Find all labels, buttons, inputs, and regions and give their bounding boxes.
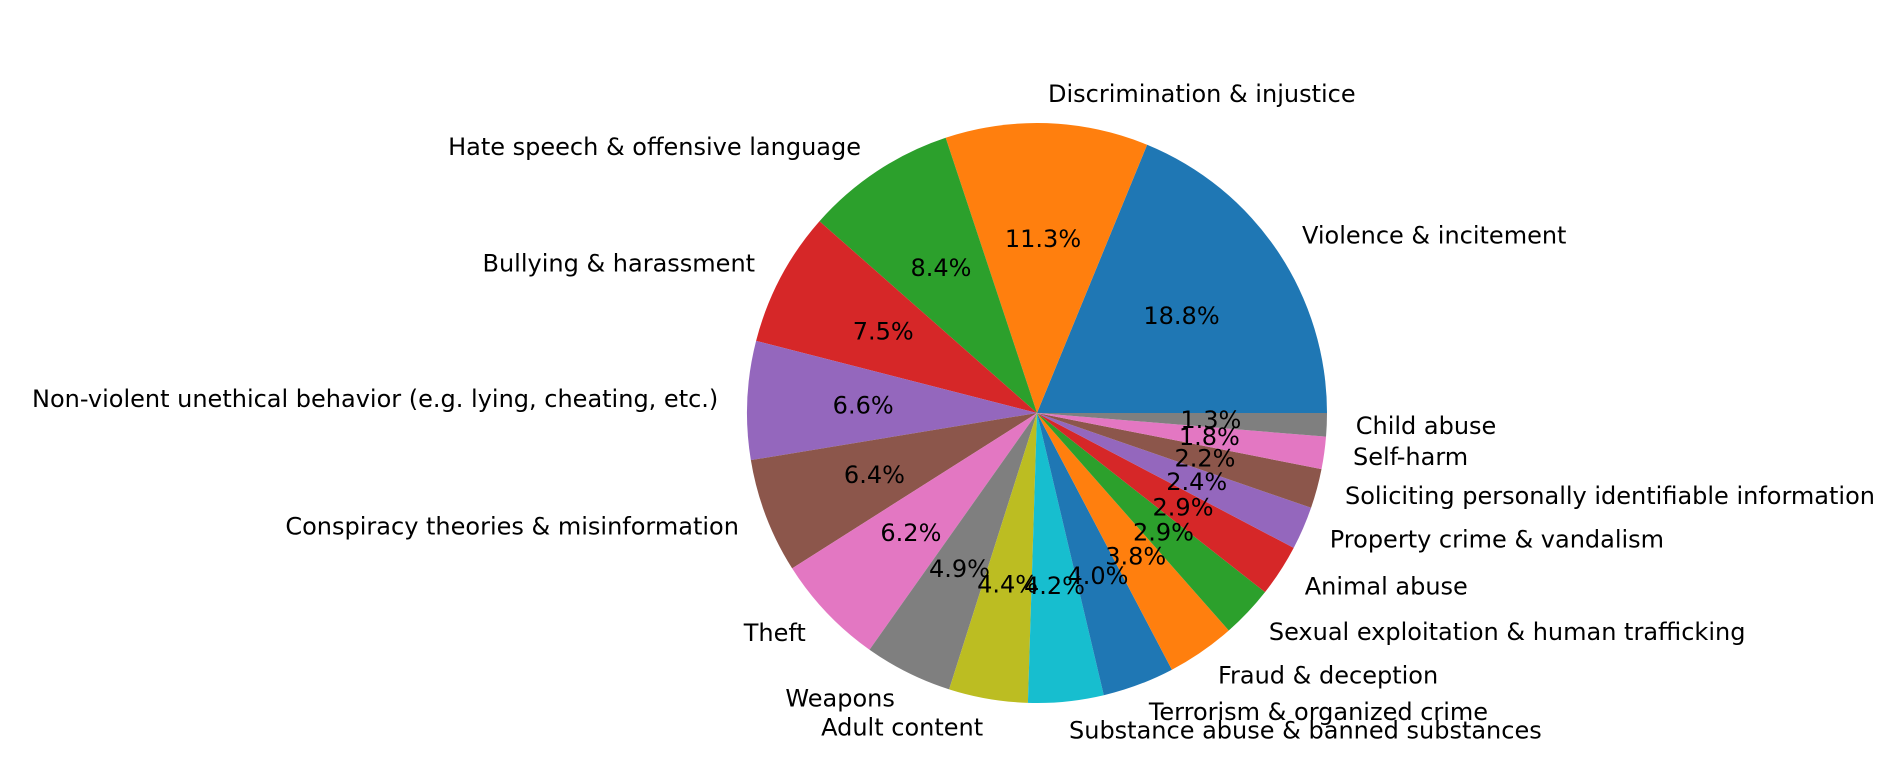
pie-slice-weapons: [869, 413, 1037, 690]
pie-slice-adult-content: [949, 413, 1037, 703]
slices-layer: [747, 123, 1327, 703]
pie-slice-conspiracy-theories-misinformation: [750, 413, 1037, 569]
pie-pct-label: 2.9%: [1133, 519, 1194, 547]
pie-slice-substance-abuse-banned-substances: [1027, 413, 1104, 703]
pie-slice-theft: [792, 413, 1037, 650]
pie-pct-label: 2.4%: [1166, 468, 1227, 496]
pie-pct-label: 4.2%: [1024, 572, 1085, 600]
pie-slice-terrorism-organized-crime: [1037, 413, 1172, 696]
pie-slice-bullying-harassment: [756, 221, 1037, 413]
pie-slice-sexual-exploitation-human-trafficking: [1037, 413, 1266, 631]
pie-category-label: Weapons: [785, 685, 894, 713]
pie-slice-self-harm: [1037, 413, 1327, 470]
pie-category-label: Substance abuse & banned substances: [1069, 716, 1542, 744]
pie-pct-label: 3.8%: [1105, 542, 1166, 570]
pie-category-label: Non-violent unethical behavior (e.g. lyi…: [32, 385, 718, 413]
pie-pct-label: 4.4%: [977, 571, 1038, 599]
pie-slice-hate-speech-offensive-language: [819, 137, 1037, 413]
pie-category-label: Discrimination & injustice: [1048, 80, 1356, 108]
pie-pct-label: 4.9%: [929, 555, 990, 583]
pie-pct-label: 8.4%: [911, 254, 972, 282]
pie-slice-discrimination-injustice: [945, 123, 1148, 414]
pie-pct-label: 7.5%: [853, 318, 914, 346]
pie-slice-soliciting-personally-identifiable-information: [1037, 413, 1322, 508]
pie-slice-property-crime-vandalism: [1037, 413, 1312, 548]
pie-pct-label: 1.8%: [1179, 423, 1240, 451]
pie-pct-label: 2.2%: [1174, 444, 1235, 472]
pie-category-label: Sexual exploitation & human trafficking: [1269, 618, 1746, 646]
pie-category-label: Self-harm: [1353, 443, 1468, 471]
pie-category-label: Theft: [743, 619, 806, 647]
pie-category-label: Terrorism & organized crime: [1148, 698, 1488, 726]
pie-pct-label: 1.3%: [1180, 406, 1241, 434]
percentage-labels-layer: 18.8%11.3%8.4%7.5%6.6%6.4%6.2%4.9%4.4%4.…: [833, 225, 1242, 600]
pie-pct-label: 4.0%: [1068, 562, 1129, 590]
pie-category-label: Fraud & deception: [1218, 662, 1438, 690]
pie-category-label: Violence & incitement: [1302, 221, 1567, 249]
pie-slice-child-abuse: [1037, 413, 1327, 437]
pie-pct-label: 18.8%: [1143, 302, 1219, 330]
pie-category-label: Hate speech & offensive language: [448, 133, 861, 161]
pie-category-label: Bullying & harassment: [483, 250, 756, 278]
pie-category-label: Property crime & vandalism: [1330, 526, 1664, 554]
pie-slice-fraud-deception: [1037, 413, 1229, 670]
pie-category-label: Conspiracy theories & misinformation: [285, 513, 739, 541]
pie-pct-label: 6.2%: [880, 519, 941, 547]
pie-category-label: Animal abuse: [1305, 572, 1468, 600]
pie-pct-label: 6.6%: [833, 391, 894, 419]
pie-pct-label: 6.4%: [844, 461, 905, 489]
pie-category-label: Child abuse: [1356, 412, 1497, 440]
pie-category-label: Soliciting personally identifiable infor…: [1345, 482, 1875, 510]
pie-slice-animal-abuse: [1037, 413, 1294, 593]
pie-slice-non-violent-unethical-behavior-e-g-lying-cheating-etc: [747, 340, 1037, 461]
category-labels-layer: Violence & incitement Discrimination & in…: [32, 80, 1875, 744]
pie-pct-label: 2.9%: [1153, 494, 1214, 522]
pie-category-label: Adult content: [821, 713, 983, 741]
pie-slice-violence-incitement: [1037, 144, 1327, 414]
pie-pct-label: 11.3%: [1005, 225, 1081, 253]
